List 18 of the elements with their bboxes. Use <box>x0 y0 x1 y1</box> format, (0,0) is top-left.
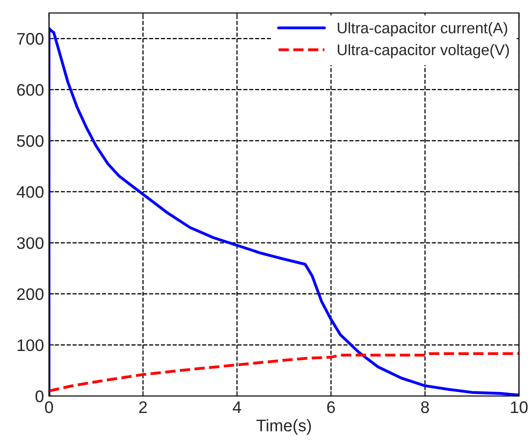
x-tick-label: 0 <box>45 401 53 414</box>
x-axis-title: Time(s) <box>256 419 311 435</box>
y-tick-label: 600 <box>17 84 44 96</box>
x-tick-label: 4 <box>232 401 242 413</box>
y-tick-label: 100 <box>18 339 44 352</box>
legend-label: Ultra-capacitor voltage(V) <box>338 44 509 58</box>
x-tick-label: 6 <box>327 401 335 414</box>
x-tick-label: 10 <box>511 401 528 414</box>
x-tick-label: 2 <box>139 401 147 413</box>
y-tick-label: 700 <box>17 32 44 45</box>
y-tick-label: 500 <box>17 135 44 147</box>
legend-label: Ultra-capacitor current(A) <box>338 22 508 36</box>
y-tick-label: 400 <box>16 186 44 198</box>
y-tick-label: 300 <box>16 237 44 250</box>
y-tick-label: 0 <box>36 390 44 402</box>
y-tick-label: 200 <box>17 288 44 300</box>
x-tick-label: 8 <box>421 401 429 414</box>
line-series <box>49 352 519 392</box>
